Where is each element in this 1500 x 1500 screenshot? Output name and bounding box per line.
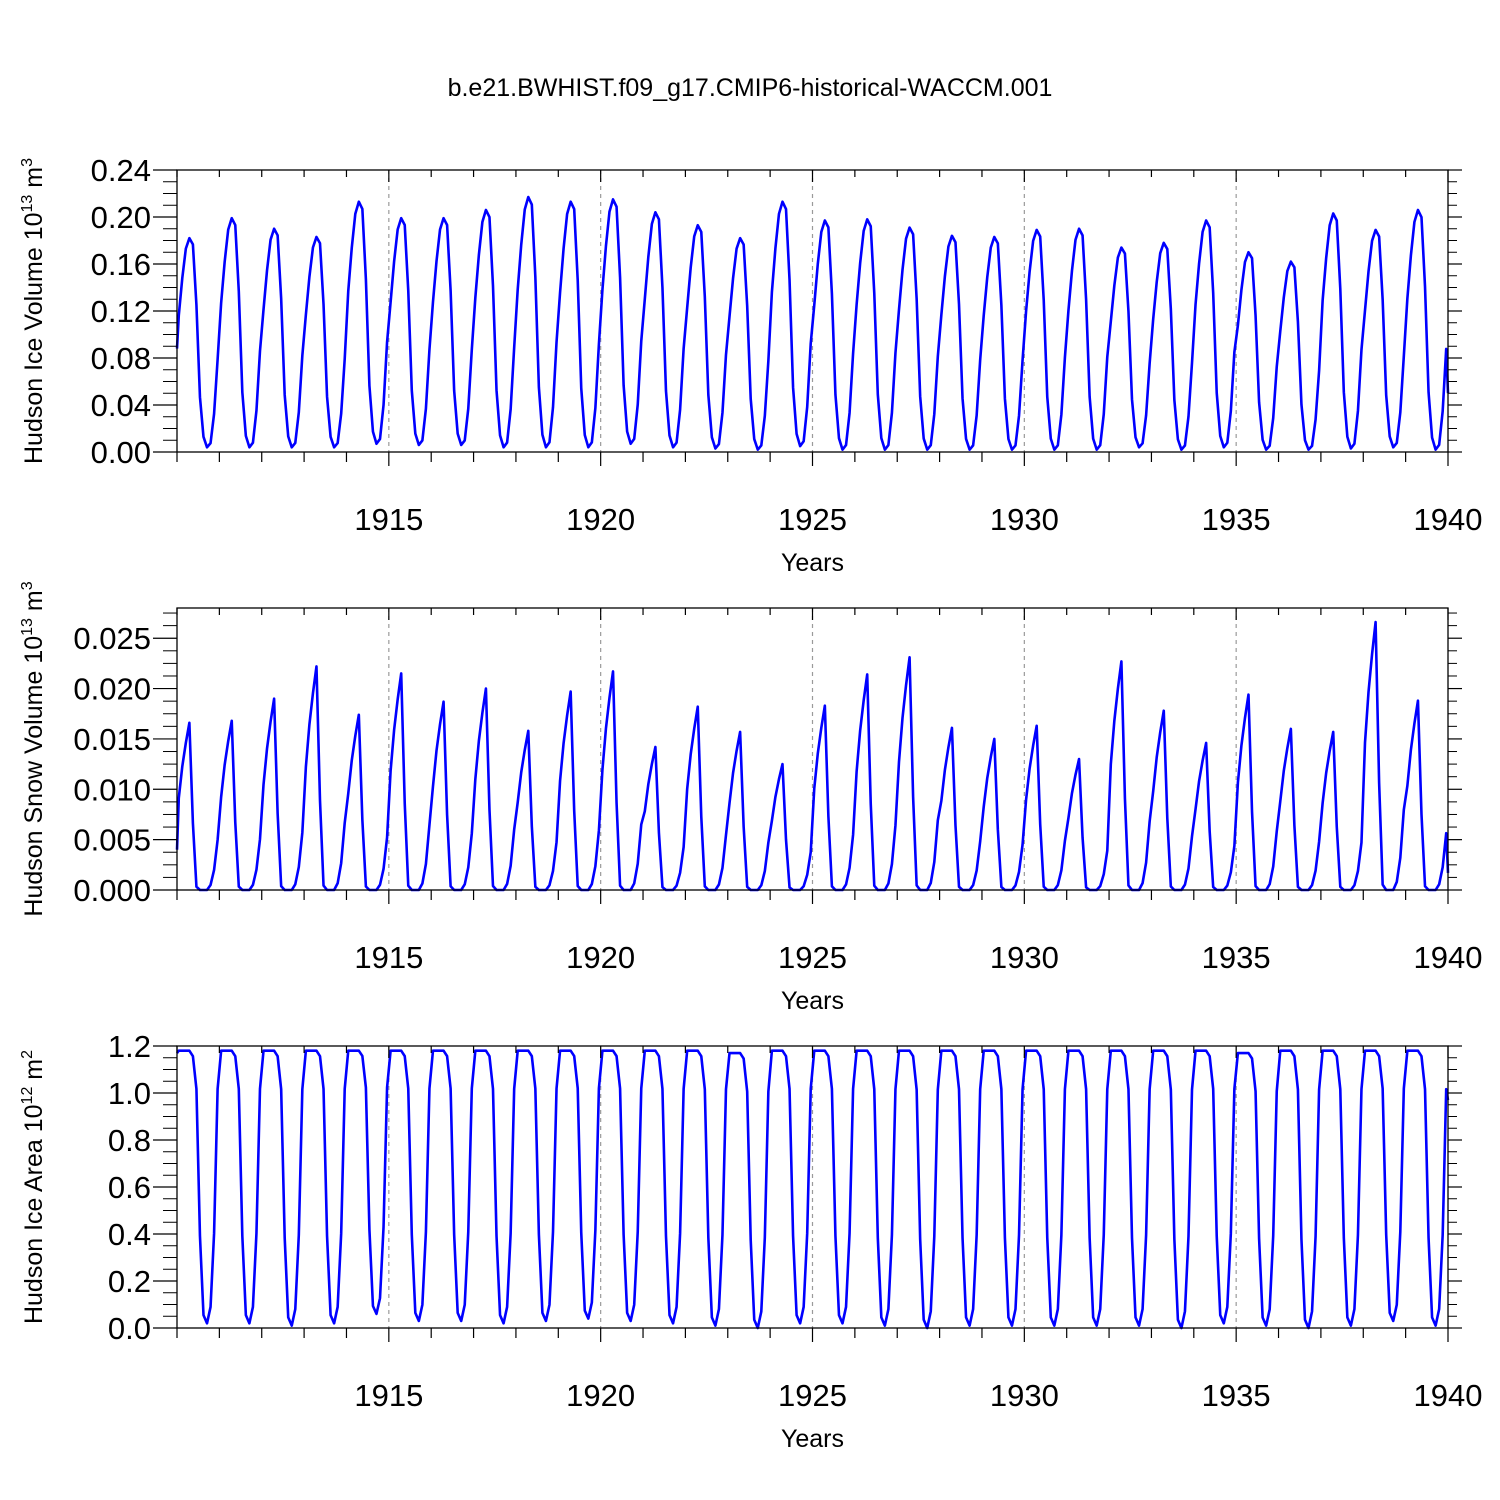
y-axis-label-unit: m [20,590,48,618]
y-axis-label-unit: m [20,167,48,195]
y-tick-label: 0.000 [73,873,151,908]
series-line [175,195,1450,451]
x-tick-label: 1915 [354,1378,423,1413]
x-tick-label: 1915 [354,502,423,537]
figure-title: b.e21.BWHIST.f09_g17.CMIP6-historical-WA… [448,74,1053,102]
x-tick-label: 1940 [1414,502,1483,537]
x-axis-label: Years [781,987,844,1015]
y-tick-label: 0.08 [91,341,151,376]
y-tick-label: 0.010 [73,772,151,807]
x-tick-label: 1920 [566,940,635,975]
series-line [175,620,1450,892]
x-tick-label: 1925 [778,940,847,975]
series-line [175,1049,1450,1330]
y-tick-label: 0.0 [108,1311,151,1346]
y-tick-label: 0.20 [91,200,151,235]
y-tick-label: 0.12 [91,294,151,329]
y-axis-label-unit-exponent: 2 [19,1050,36,1059]
y-axis-label-exponent: 13 [19,195,36,213]
x-tick-label: 1935 [1202,940,1271,975]
y-tick-label: 0.16 [91,247,151,282]
x-tick-label: 1925 [778,1378,847,1413]
y-axis-label: Hudson Ice Volume 1013 m3 [19,158,48,464]
y-tick-label: 0.015 [73,722,151,757]
x-tick-label: 1915 [354,940,423,975]
y-tick-label: 0.8 [108,1123,151,1158]
x-tick-label: 1940 [1414,1378,1483,1413]
y-tick-label: 0.00 [91,435,151,470]
y-axis-label-unit-exponent: 3 [19,158,36,167]
y-axis-label-exponent: 12 [19,1087,36,1105]
y-tick-label: 1.2 [108,1029,151,1064]
y-tick-label: 0.4 [108,1217,151,1252]
x-tick-label: 1930 [990,502,1059,537]
y-axis-label-unit: m [20,1059,48,1087]
chart-panel-2: 1915 1920 1925 1930 1935 1940 0.000 0.005 0.010 0… [19,581,1482,1015]
y-axis-label-unit-exponent: 3 [19,581,36,590]
y-tick-label: 0.020 [73,672,151,707]
chart-panel-1: 1915 1920 1925 1930 1935 1940 0.00 0.04 0.08 0.12… [19,153,1482,577]
y-tick-label: 0.025 [73,621,151,656]
y-tick-label: 0.2 [108,1264,151,1299]
y-axis-label-main: Hudson Ice Area 10 [20,1104,48,1324]
x-tick-label: 1925 [778,502,847,537]
x-tick-label: 1935 [1202,1378,1271,1413]
x-tick-label: 1940 [1414,940,1483,975]
x-tick-label: 1930 [990,1378,1059,1413]
x-axis-label: Years [781,549,844,577]
y-tick-label: 0.04 [91,388,151,423]
chart-panel-3: 1915 1920 1925 1930 1935 1940 0.0 0.2 0.4 0.6 0.8 1… [19,1029,1482,1453]
y-axis-label-main: Hudson Snow Volume 10 [20,636,48,917]
y-tick-label: 0.24 [91,153,151,188]
y-tick-label: 0.005 [73,823,151,858]
x-tick-label: 1920 [566,1378,635,1413]
y-axis-label: Hudson Ice Area 1012 m2 [19,1050,48,1324]
y-axis-label-main: Hudson Ice Volume 10 [20,212,48,464]
y-tick-label: 0.6 [108,1170,151,1205]
x-axis-label: Years [781,1425,844,1453]
x-tick-label: 1920 [566,502,635,537]
y-axis-label: Hudson Snow Volume 1013 m3 [19,581,48,916]
y-axis-label-exponent: 13 [19,618,36,636]
x-tick-label: 1935 [1202,502,1271,537]
y-tick-label: 1.0 [108,1076,151,1111]
x-tick-label: 1930 [990,940,1059,975]
